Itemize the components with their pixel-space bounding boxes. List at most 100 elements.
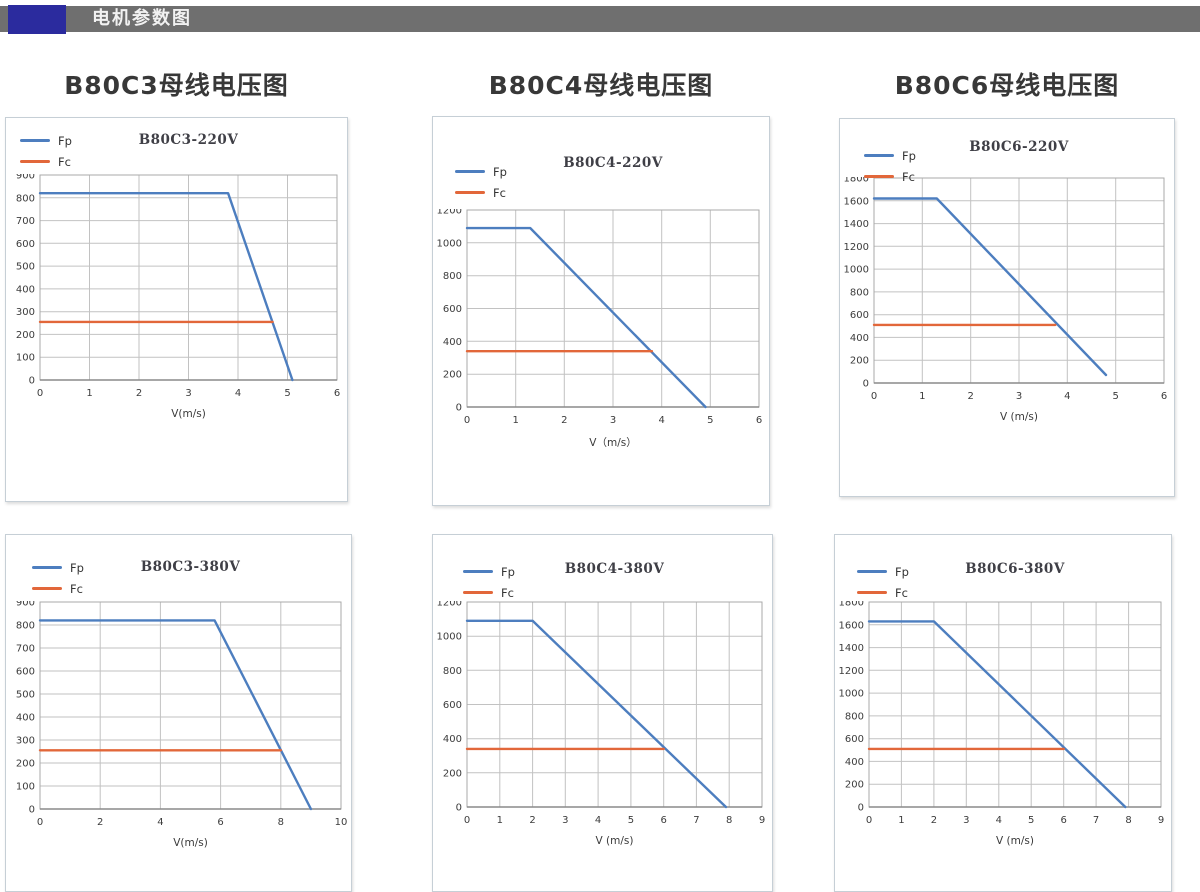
svg-text:5: 5 <box>1113 391 1119 402</box>
svg-text:1000: 1000 <box>839 689 864 700</box>
fc-line-swatch <box>857 591 887 594</box>
fp-line-swatch <box>463 570 493 573</box>
svg-text:400: 400 <box>845 757 864 768</box>
svg-text:900: 900 <box>16 174 35 182</box>
chart-header: Fp Fc B80C4-380V <box>433 535 772 601</box>
plot-area: 0 100 200 300 400 500 600 700 800 900 0 1 2 3 4 5 6 <box>6 171 347 406</box>
svg-text:3: 3 <box>963 815 969 826</box>
legend-item-fp: Fp <box>463 561 515 582</box>
legend-label-fc: Fc <box>493 185 506 200</box>
legend-item-fp: Fp <box>20 130 72 151</box>
svg-text:0: 0 <box>456 803 462 814</box>
svg-text:600: 600 <box>443 304 462 315</box>
svg-text:8: 8 <box>1125 815 1131 826</box>
svg-text:1: 1 <box>86 388 92 399</box>
svg-text:1: 1 <box>919 391 925 402</box>
svg-text:200: 200 <box>850 356 869 367</box>
svg-text:400: 400 <box>16 284 35 295</box>
svg-text:200: 200 <box>443 370 462 381</box>
svg-text:0: 0 <box>456 403 462 414</box>
svg-text:200: 200 <box>443 768 462 779</box>
legend-label-fp: Fp <box>58 133 72 148</box>
svg-text:2: 2 <box>968 391 974 402</box>
svg-text:1: 1 <box>513 415 519 426</box>
page-title: 电机参数图 <box>92 8 192 29</box>
svg-text:1400: 1400 <box>839 643 864 654</box>
legend-label-fp: Fp <box>493 164 507 179</box>
x-axis-label: V（m/s） <box>589 437 637 449</box>
plot-area: 0 100 200 300 400 500 600 700 800 900 0 2 4 6 8 10 <box>6 598 351 835</box>
svg-text:1200: 1200 <box>437 209 462 217</box>
svg-text:200: 200 <box>16 759 35 770</box>
svg-text:1800: 1800 <box>839 601 864 609</box>
x-axis-label: V (m/s) <box>1000 411 1038 423</box>
svg-text:800: 800 <box>443 271 462 282</box>
section-header-bar <box>0 6 1200 32</box>
chart-header: Fp Fc B80C3-380V <box>6 535 351 601</box>
svg-text:3: 3 <box>610 415 616 426</box>
svg-text:1200: 1200 <box>844 242 869 253</box>
svg-text:8: 8 <box>726 815 732 826</box>
chart-title: B80C6-380V <box>965 561 1065 577</box>
svg-text:9: 9 <box>1158 815 1164 826</box>
svg-text:2: 2 <box>136 388 142 399</box>
chart-title: B80C6-220V <box>969 139 1069 155</box>
svg-text:4: 4 <box>595 815 601 826</box>
legend-label-fc: Fc <box>70 581 83 596</box>
svg-text:5: 5 <box>1028 815 1034 826</box>
legend-item-fc: Fc <box>463 582 515 603</box>
chart-card-b80c3-380v: Fp Fc B80C3-380V 0 100 200 300 400 500 600 700 8… <box>5 534 352 892</box>
svg-text:0: 0 <box>866 815 872 826</box>
fc-line-swatch <box>455 191 485 194</box>
chart-card-b80c6-380v: Fp Fc B80C6-380V 0 200 400 600 800 1000 1200 14… <box>834 534 1172 892</box>
chart-legend: Fp Fc <box>455 161 507 203</box>
chart-title: B80C4-380V <box>564 561 665 577</box>
plot-area: 0 200 400 600 800 1000 1200 0 1 2 3 4 5 6 <box>433 206 769 433</box>
chart-card-b80c4-220v: Fp Fc B80C4-220V 0 200 400 600 800 1000 1200 0 1… <box>432 116 770 506</box>
svg-text:500: 500 <box>16 690 35 701</box>
svg-text:5: 5 <box>628 815 634 826</box>
chart-title: B80C3-380V <box>140 559 241 575</box>
svg-text:6: 6 <box>334 388 340 399</box>
svg-text:600: 600 <box>443 700 462 711</box>
svg-text:300: 300 <box>16 736 35 747</box>
chart-legend: Fp Fc <box>463 561 515 603</box>
svg-text:3: 3 <box>185 388 191 399</box>
svg-text:2: 2 <box>529 815 535 826</box>
svg-text:7: 7 <box>1093 815 1099 826</box>
chart-title: B80C3-220V <box>138 132 239 148</box>
chart-card-b80c3-220v: Fp Fc B80C3-220V 0 100 200 300 400 500 600 700 8… <box>5 117 348 502</box>
svg-text:0: 0 <box>858 803 864 814</box>
chart-card-b80c6-220v: Fp Fc B80C6-220V 0 200 400 600 800 1000 1200 14… <box>839 118 1175 497</box>
svg-text:2: 2 <box>561 415 567 426</box>
legend-item-fp: Fp <box>32 557 84 578</box>
legend-label-fp: Fp <box>70 560 84 575</box>
legend-label-fp: Fp <box>501 564 515 579</box>
svg-text:0: 0 <box>29 805 35 816</box>
chart-header: Fp Fc B80C6-220V <box>840 119 1174 184</box>
chart-title: B80C4-220V <box>563 155 663 171</box>
svg-text:100: 100 <box>16 782 35 793</box>
x-axis-label: V(m/s) <box>171 408 206 420</box>
svg-text:4: 4 <box>235 388 241 399</box>
svg-text:600: 600 <box>845 734 864 745</box>
chart-legend: Fp Fc <box>20 130 72 172</box>
svg-text:0: 0 <box>37 817 43 828</box>
fp-line-swatch <box>857 570 887 573</box>
section-title-b80c4: B80C4母线电压图 <box>488 71 714 100</box>
legend-label-fc: Fc <box>895 585 908 600</box>
svg-text:400: 400 <box>443 337 462 348</box>
svg-text:0: 0 <box>863 379 869 390</box>
fp-line-swatch <box>455 170 485 173</box>
svg-text:500: 500 <box>16 262 35 273</box>
svg-text:700: 700 <box>16 644 35 655</box>
svg-text:6: 6 <box>661 815 667 826</box>
fc-line-swatch <box>463 591 493 594</box>
legend-item-fp: Fp <box>857 561 909 582</box>
legend-label-fc: Fc <box>501 585 514 600</box>
svg-text:100: 100 <box>16 353 35 364</box>
chart-legend: Fp Fc <box>32 557 84 599</box>
svg-text:2: 2 <box>931 815 937 826</box>
svg-text:6: 6 <box>756 415 762 426</box>
fc-line-swatch <box>20 160 50 163</box>
